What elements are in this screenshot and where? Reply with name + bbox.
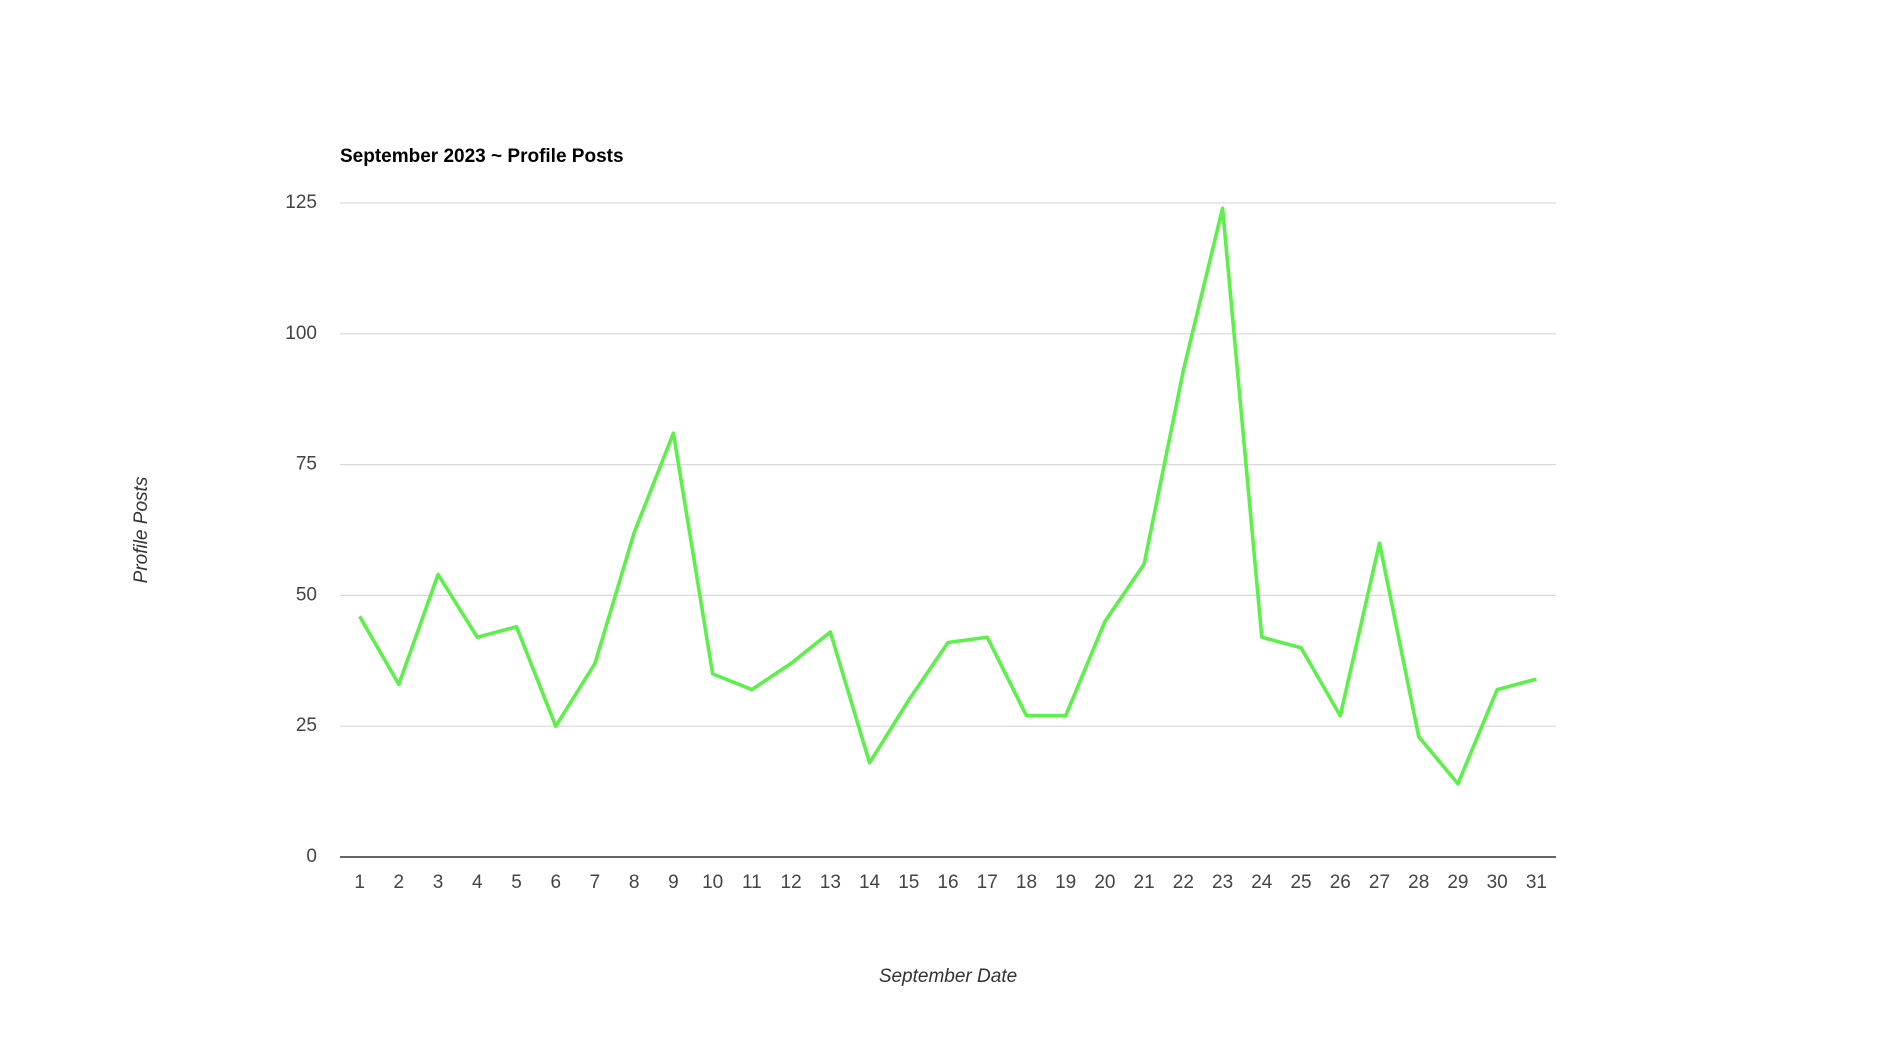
x-tick-label: 10	[702, 872, 723, 893]
x-tick-label: 27	[1369, 872, 1390, 893]
x-tick-label: 28	[1408, 872, 1429, 893]
data-line	[358, 206, 1537, 786]
y-tick-label: 100	[285, 323, 317, 344]
x-tick-label: 1	[354, 872, 365, 893]
x-tick-label: 6	[550, 872, 561, 893]
chart-title: September 2023 ~ Profile Posts	[340, 146, 624, 167]
x-tick-label: 30	[1487, 872, 1508, 893]
y-axis-title: Profile Posts	[131, 476, 152, 583]
x-tick-label: 16	[937, 872, 958, 893]
x-tick-label: 15	[898, 872, 919, 893]
x-tick-label: 5	[511, 872, 522, 893]
x-tick-label: 13	[820, 872, 841, 893]
x-tick-label: 18	[1016, 872, 1037, 893]
x-tick-label: 21	[1134, 872, 1155, 893]
x-tick-label: 31	[1526, 872, 1547, 893]
y-tick-label: 125	[285, 192, 317, 213]
x-tick-label: 11	[742, 872, 762, 893]
x-tick-label: 8	[629, 872, 640, 893]
x-tick-label: 23	[1212, 872, 1233, 893]
x-tick-label: 19	[1055, 872, 1076, 893]
x-tick-label: 22	[1173, 872, 1194, 893]
x-tick-label: 12	[781, 872, 802, 893]
y-tick-label: 50	[296, 584, 317, 605]
x-axis-title: September Date	[879, 966, 1017, 987]
y-tick-label: 0	[306, 846, 317, 867]
x-tick-label: 4	[472, 872, 483, 893]
y-tick-label: 25	[296, 715, 317, 736]
x-tick-label: 3	[433, 872, 444, 893]
x-tick-label: 26	[1330, 872, 1351, 893]
x-tick-label: 24	[1251, 872, 1273, 893]
x-tick-label: 20	[1094, 872, 1115, 893]
x-tick-label: 2	[394, 872, 405, 893]
y-tick-label: 75	[296, 454, 317, 475]
x-tick-label: 7	[590, 872, 601, 893]
x-tick-label: 17	[977, 872, 998, 893]
x-tick-label: 14	[859, 872, 881, 893]
x-tick-label: 29	[1447, 872, 1468, 893]
x-tick-label: 25	[1290, 872, 1311, 893]
x-tick-label: 9	[668, 872, 679, 893]
